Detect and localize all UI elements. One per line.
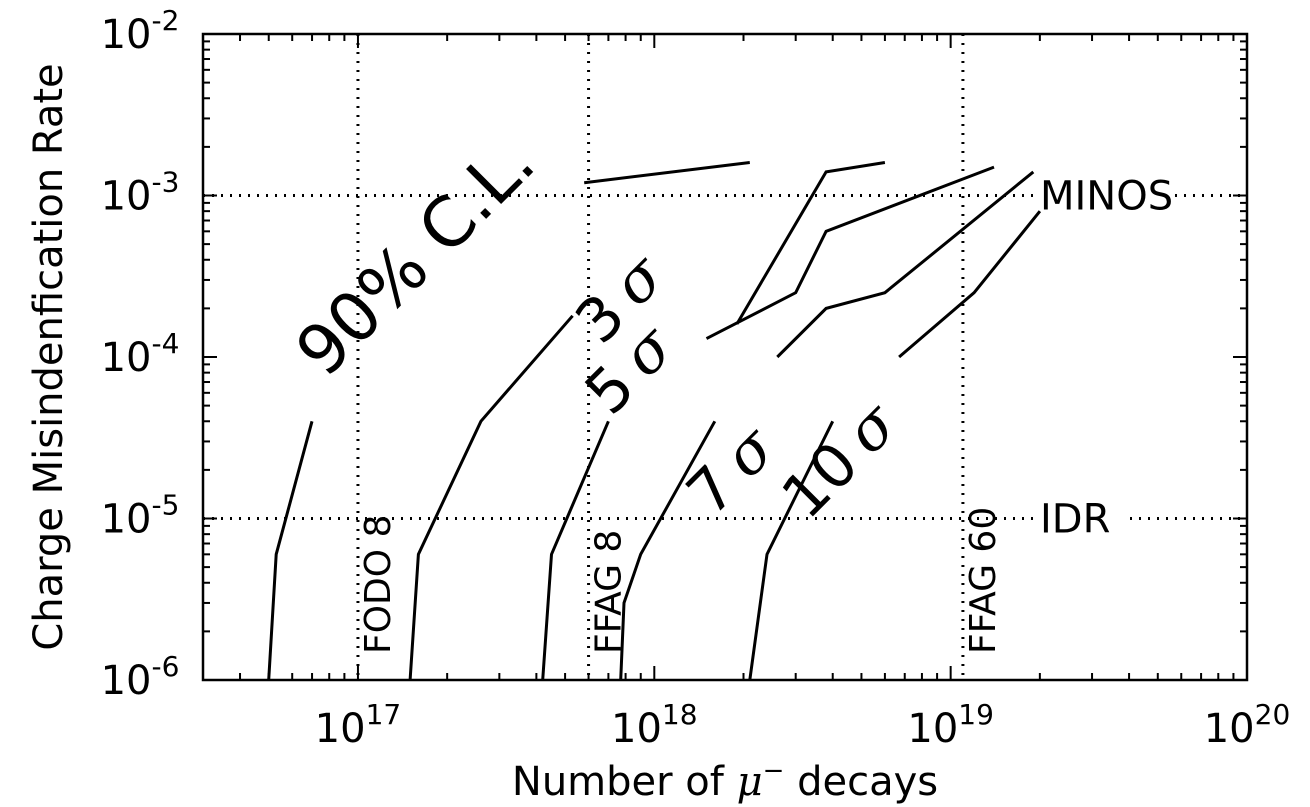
- y-tick-label: 10-2: [101, 4, 180, 58]
- series-line-7: [705, 165, 995, 340]
- annotation-1: 90% C.L.: [281, 122, 550, 391]
- series-line-3: [584, 161, 750, 185]
- y-tick-label: 10-6: [101, 650, 180, 704]
- y-tick-label: 10-4: [101, 327, 180, 381]
- series-line-1: [267, 420, 314, 681]
- series-line-8: [748, 420, 835, 681]
- x-tick-label: 1018: [611, 698, 698, 752]
- ref-label-bg-minos: [1033, 171, 1175, 220]
- axis-ticks: 1017 1018 1019 1020 10-6 10-5 10-4 10-3 10-2: [101, 4, 1291, 752]
- series-line-6: [619, 420, 717, 681]
- y-tick-label: 10-5: [101, 489, 180, 543]
- series-line-2: [408, 314, 574, 681]
- x-axis-label-prefix: Number of: [512, 759, 737, 805]
- y-axis-label: Charge Misindenfication Rate: [26, 63, 72, 650]
- x-tick-label: 1020: [1204, 698, 1291, 752]
- x-axis-label-superscript: −: [763, 756, 785, 786]
- data-series: [267, 161, 1042, 681]
- x-axis-label: Number of μ− decays: [512, 756, 938, 805]
- y-tick-label: 10-3: [101, 166, 180, 220]
- annotation-4: 7σ: [673, 411, 791, 529]
- ref-label-bg-idr: [1033, 494, 1123, 543]
- x-tick-label: 1019: [907, 698, 994, 752]
- series-line-9: [776, 170, 1035, 359]
- ref-label-fodo-8: FODO 8: [358, 515, 399, 654]
- series-line-5: [735, 161, 886, 325]
- x-tick-label: 1017: [315, 698, 402, 752]
- ref-label-minos: MINOS: [1040, 174, 1173, 220]
- ref-label-ffag-60: FFAG 60: [963, 507, 1004, 654]
- ref-label-idr: IDR: [1040, 497, 1110, 543]
- series-line-10: [898, 210, 1042, 359]
- series-line-4: [541, 420, 610, 681]
- x-axis-label-suffix: decays: [784, 759, 938, 805]
- x-axis-label-symbol: μ: [737, 759, 763, 805]
